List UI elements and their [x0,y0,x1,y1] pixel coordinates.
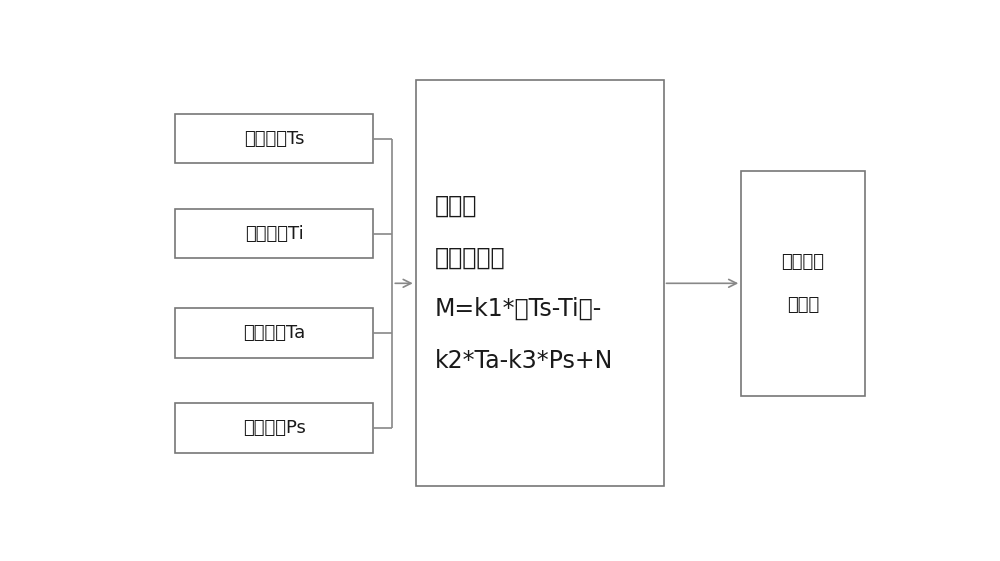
Bar [175,209,373,259]
Text: 环境温度Ta: 环境温度Ta [243,324,305,342]
Text: 目标蒸发: 目标蒸发 [782,252,825,271]
Text: 器温度: 器温度 [787,296,819,314]
Text: 设定温度Ts: 设定温度Ts [244,130,304,148]
Text: 车内温度Ti: 车内温度Ti [245,224,304,242]
Bar [175,308,373,358]
Bar [416,80,664,486]
Bar [175,403,373,453]
Text: k2*Ta-k3*Ps+N: k2*Ta-k3*Ps+N [435,349,613,373]
Text: 乘员舱: 乘员舱 [435,194,477,218]
Bar [741,171,865,396]
Text: 热需求计算: 热需求计算 [435,245,506,269]
Text: M=k1*（Ts-Ti）-: M=k1*（Ts-Ti）- [435,297,602,321]
Text: 阳光强度Ps: 阳光强度Ps [243,419,306,437]
Bar [175,114,373,163]
